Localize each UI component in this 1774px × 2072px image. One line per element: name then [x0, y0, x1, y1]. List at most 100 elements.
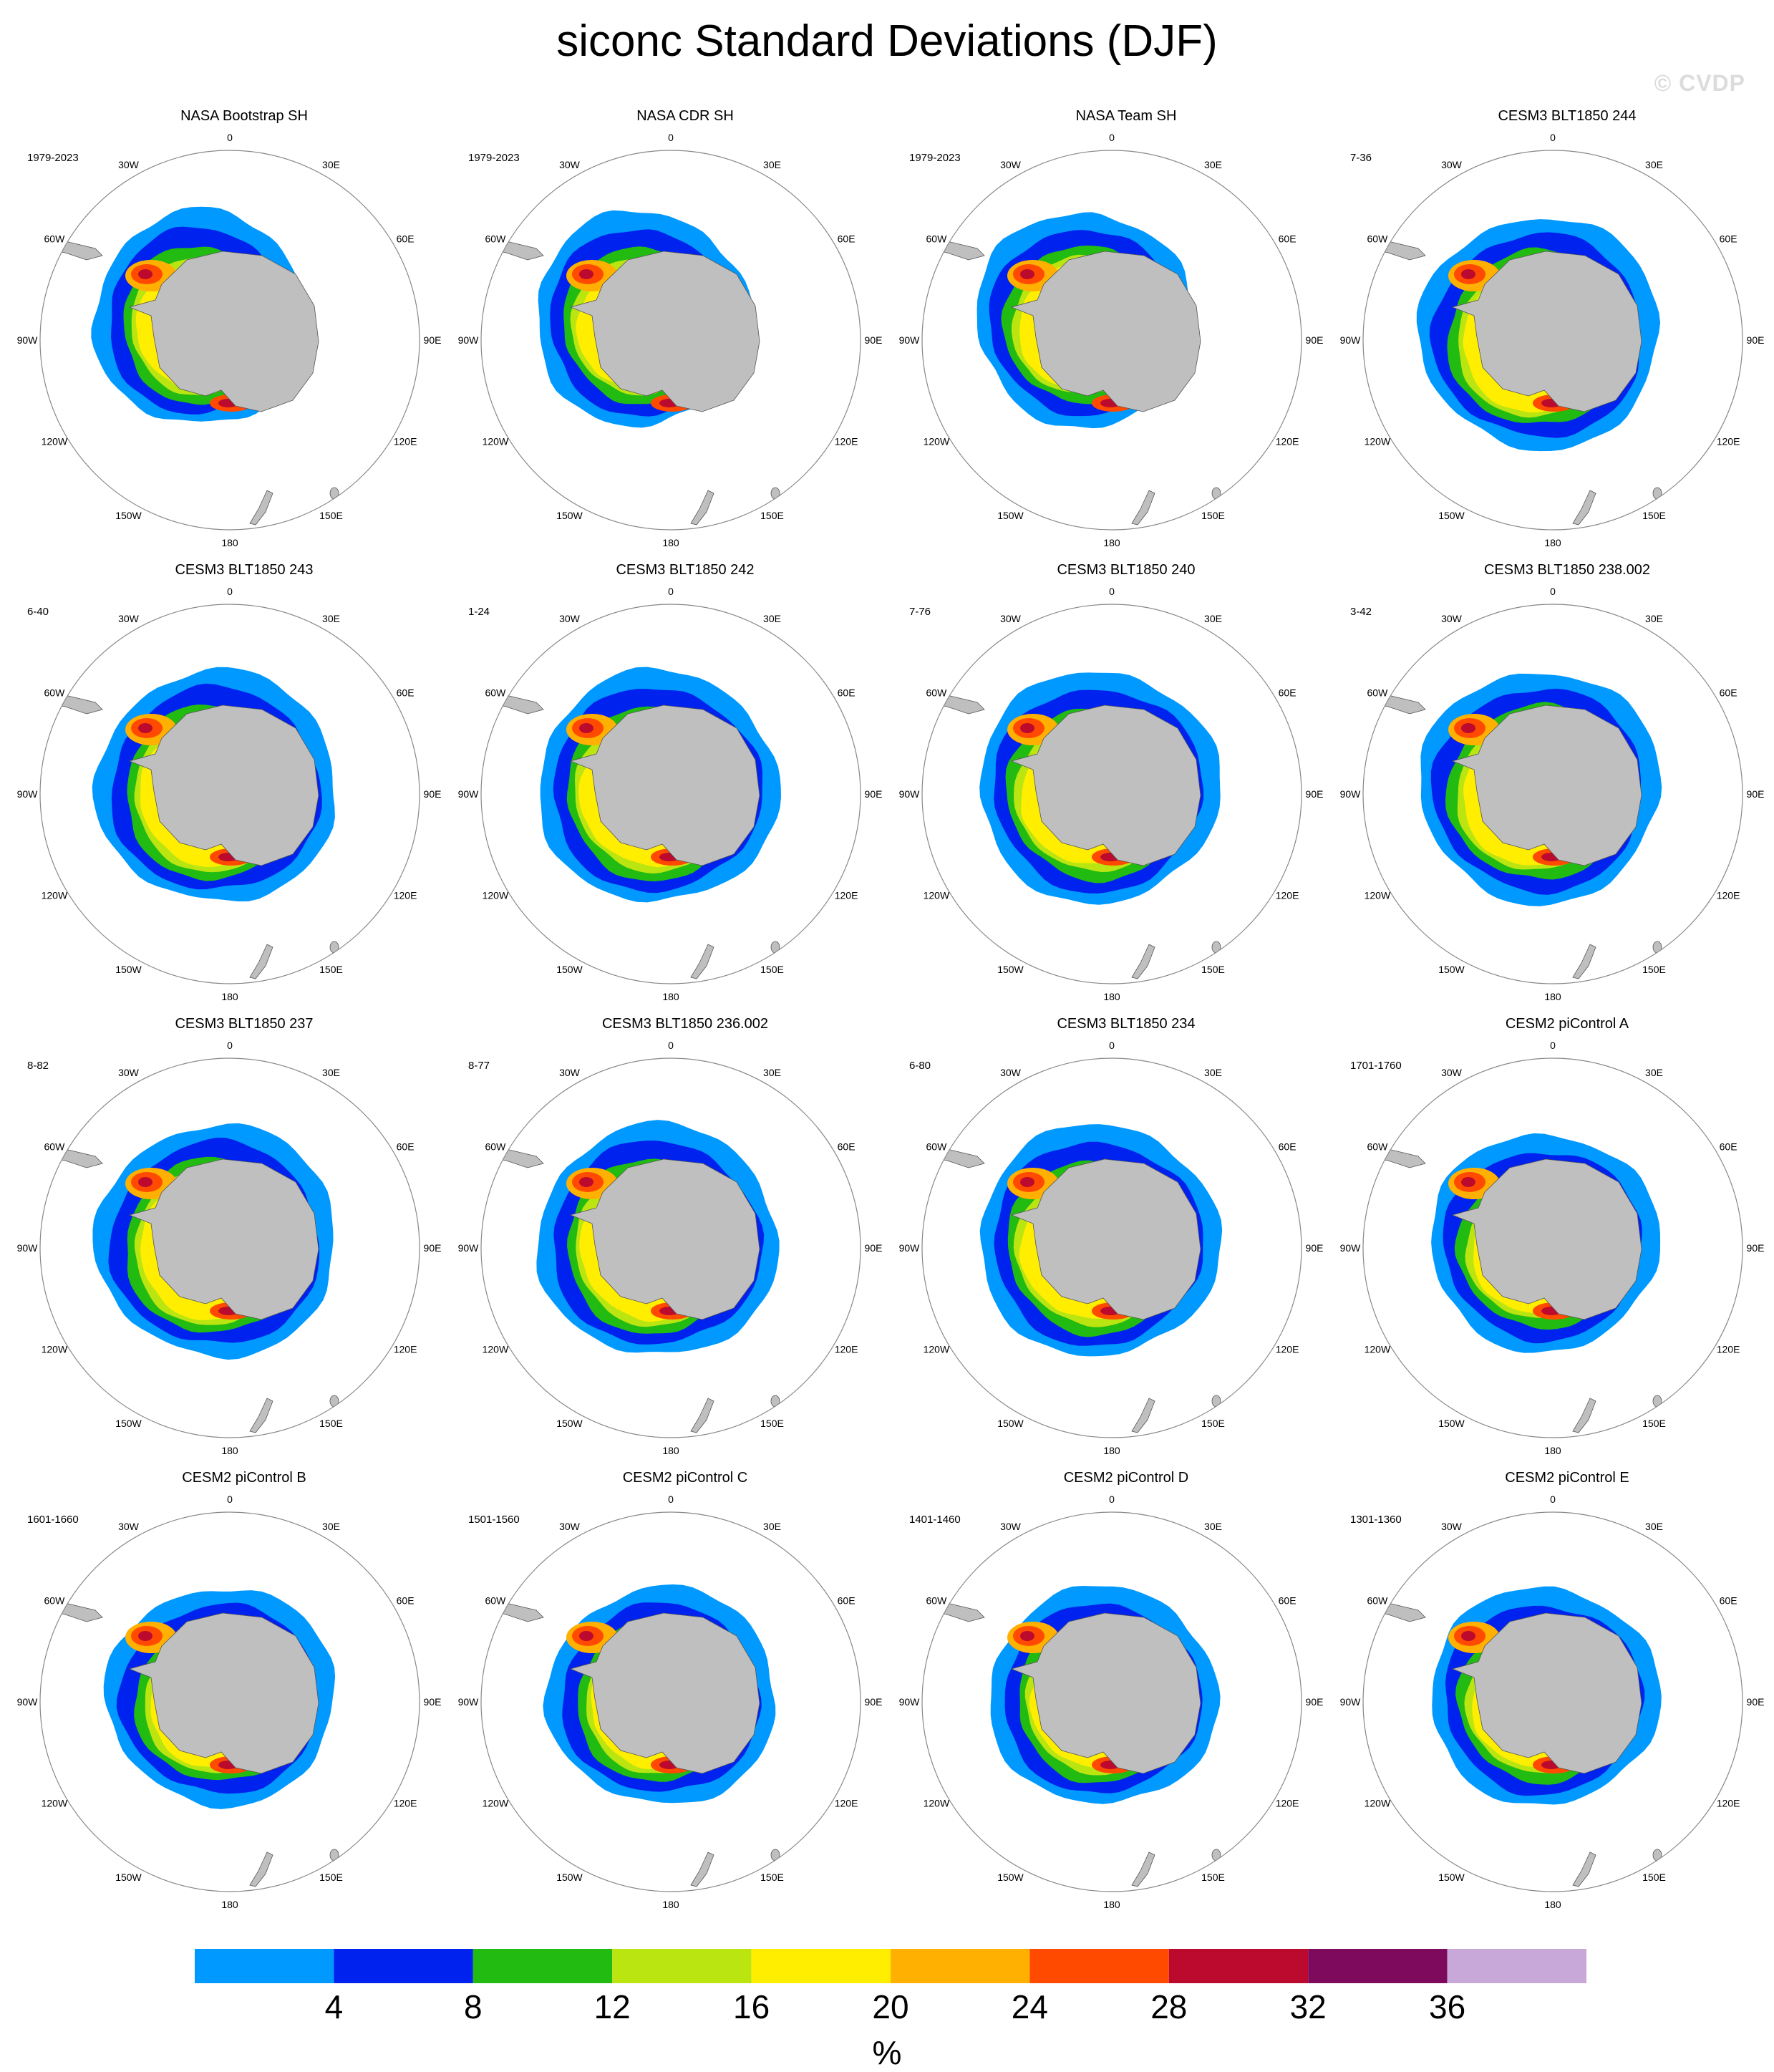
map-panel: CESM3 BLT1850 243 6-40 0 30E 60E 90E 120E 150E 1…: [17, 561, 462, 1012]
tasmania-land: [329, 941, 339, 954]
longitude-label: 90E: [1747, 334, 1765, 346]
panel-period: 7-76: [909, 606, 931, 618]
map-boundary: [921, 150, 1302, 531]
panel-title: CESM2 piControl B: [182, 1470, 306, 1486]
polar-map: 0 30E 60E 90E 120E 150E 180 150W 120W 90W 60W 30W: [1340, 1040, 1765, 1456]
map-boundary: [921, 1057, 1302, 1438]
longitude-label: 120W: [1365, 1344, 1391, 1355]
longitude-label: 30W: [1000, 1521, 1022, 1532]
longitude-label: 90E: [1306, 1242, 1324, 1254]
longitude-label: 150E: [1642, 1418, 1666, 1429]
longitude-label: 150W: [997, 1418, 1024, 1429]
longitude-label: 30W: [559, 1067, 581, 1078]
longitude-label: 180: [1544, 991, 1561, 1002]
longitude-label: 180: [662, 1899, 679, 1910]
longitude-label: 30E: [1645, 613, 1663, 624]
longitude-label: 150E: [1201, 1872, 1225, 1883]
longitude-label: 0: [1550, 132, 1556, 143]
longitude-label: 60E: [838, 233, 856, 245]
new-zealand-land: [690, 1851, 714, 1887]
map-boundary: [480, 1511, 861, 1892]
antarctica-land: [128, 251, 319, 412]
new-zealand-land: [249, 490, 273, 526]
longitude-label: 120E: [1276, 890, 1299, 901]
colorbar-swatch: [751, 1949, 891, 1983]
longitude-label: 150E: [319, 1872, 343, 1883]
longitude-label: 90E: [1306, 788, 1324, 800]
longitude-label: 0: [1550, 1040, 1556, 1051]
antarctica-land: [1010, 705, 1201, 866]
new-zealand-land: [1131, 1851, 1155, 1887]
map-panel: CESM3 BLT1850 242 1-24 0 30E 60E 90E 120E 150E 1…: [458, 561, 903, 1012]
longitude-label: 90W: [17, 1696, 39, 1708]
longitude-label: 30E: [1645, 159, 1663, 170]
longitude-label: 60W: [485, 1595, 507, 1607]
panel-period: 6-40: [27, 606, 49, 618]
longitude-label: 30W: [1000, 613, 1022, 624]
longitude-label: 150E: [1201, 1418, 1225, 1429]
longitude-label: 90E: [1306, 1696, 1324, 1708]
new-zealand-land: [1131, 490, 1155, 526]
longitude-label: 120W: [42, 1798, 68, 1809]
new-zealand-land: [1572, 1851, 1596, 1887]
colorbar-tick-label: 20: [872, 1988, 909, 2025]
longitude-label: 90W: [458, 1696, 480, 1708]
longitude-label: 120E: [394, 890, 417, 901]
antarctica-land: [1451, 1612, 1642, 1774]
map-panel: CESM2 piControl D 1401-1460 0 30E 60E 90E 120E…: [899, 1469, 1344, 1920]
antarctica-land: [1010, 1158, 1201, 1320]
new-zealand-land: [249, 1398, 273, 1433]
longitude-label: 180: [1103, 537, 1120, 548]
longitude-label: 60W: [44, 687, 66, 699]
antarctica-land: [128, 1158, 319, 1320]
map-boundary: [480, 1057, 861, 1438]
tasmania-land: [1211, 487, 1221, 500]
longitude-label: 0: [1109, 586, 1115, 597]
longitude-label: 60W: [44, 1595, 66, 1607]
longitude-label: 90W: [899, 1696, 921, 1708]
longitude-label: 30W: [118, 613, 140, 624]
longitude-label: 180: [1103, 1899, 1120, 1910]
longitude-label: 120W: [483, 436, 509, 447]
longitude-label: 150W: [1438, 1872, 1465, 1883]
longitude-label: 30W: [559, 613, 581, 624]
longitude-label: 90W: [17, 788, 39, 800]
longitude-label: 60E: [1720, 687, 1737, 699]
new-zealand-land: [249, 944, 273, 979]
longitude-label: 120E: [1717, 1798, 1740, 1809]
longitude-label: 60E: [838, 1595, 856, 1607]
polar-map: 0 30E 60E 90E 120E 150E 180 150W 120W 90W 60W 30W: [17, 1040, 442, 1456]
colorbar-tick-label: 4: [324, 1988, 344, 2025]
panel-period: 1601-1660: [27, 1514, 79, 1526]
colorbar-swatch: [472, 1949, 613, 1983]
longitude-label: 180: [662, 537, 679, 548]
longitude-label: 60E: [1279, 1141, 1296, 1153]
longitude-label: 150W: [556, 1418, 583, 1429]
longitude-label: 120W: [924, 890, 950, 901]
longitude-label: 120W: [1365, 436, 1391, 447]
map-panel: CESM2 piControl E 1301-1360 0 30E 60E 90E 120E…: [1340, 1469, 1774, 1920]
weddell-band-28-32: [138, 269, 152, 279]
longitude-label: 90W: [1340, 788, 1362, 800]
longitude-label: 30E: [322, 1067, 340, 1078]
longitude-label: 0: [668, 1494, 674, 1505]
longitude-label: 60E: [1279, 233, 1296, 245]
longitude-label: 120E: [1276, 1798, 1299, 1809]
longitude-label: 0: [1550, 1494, 1556, 1505]
longitude-label: 0: [668, 1040, 674, 1051]
tasmania-land: [770, 1395, 780, 1408]
longitude-label: 150E: [760, 1872, 784, 1883]
panel-period: 1979-2023: [468, 152, 520, 164]
longitude-label: 60E: [1720, 1595, 1737, 1607]
map-boundary: [39, 1057, 420, 1438]
new-zealand-land: [690, 490, 714, 526]
panel-title: CESM3 BLT1850 242: [616, 562, 755, 578]
weddell-band-28-32: [579, 269, 593, 279]
longitude-label: 60E: [838, 1141, 856, 1153]
colorbar-tick-label: 16: [733, 1988, 770, 2025]
weddell-band-28-32: [579, 1177, 593, 1187]
colorbar-units: %: [872, 2034, 902, 2071]
panel-title: CESM2 piControl D: [1063, 1470, 1189, 1486]
longitude-label: 120W: [42, 890, 68, 901]
panel-title: CESM3 BLT1850 240: [1057, 562, 1196, 578]
